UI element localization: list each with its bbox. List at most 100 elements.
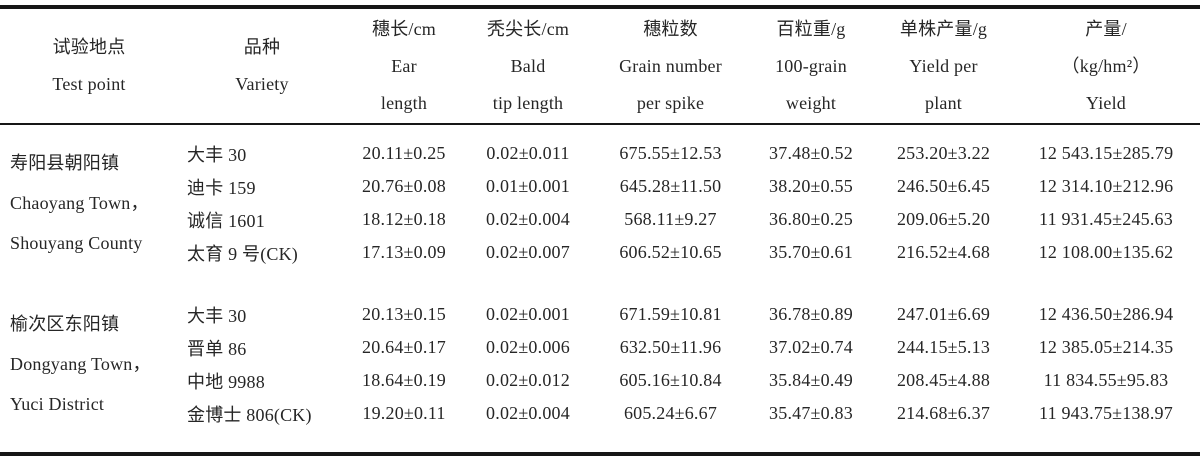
spacer-row (0, 124, 1200, 137)
cell-bald-tip-length: 0.02±0.006 (486, 337, 570, 357)
table-row: 中地 9988 18.64±0.19 0.02±0.012 605.16±10.… (0, 364, 1200, 397)
cell-grain-number: 605.24±6.67 (623, 403, 718, 423)
header-yield: 产量/ （kg/hm²） Yield (1012, 7, 1200, 125)
cell-grain-number: 606.52±10.65 (619, 242, 722, 262)
header-test-point-zh: 试验地点 (52, 37, 126, 57)
cell-ear-length: 19.20±0.11 (362, 403, 446, 423)
cell-yield: 11 834.55±95.83 (1043, 370, 1169, 390)
site-name-zh: 榆次区东阳镇 (10, 314, 120, 334)
header-bald-tip-length: 秃尖长/cm Bald tip length (462, 7, 594, 125)
site-name-en1: Chaoyang Town， (10, 193, 149, 213)
cell-hundred-grain-weight: 37.48±0.52 (769, 143, 853, 163)
cell-bald-tip-length: 0.02±0.004 (486, 209, 570, 229)
header-variety-en: Variety (235, 74, 289, 94)
cell-yield: 11 931.45±245.63 (1039, 209, 1173, 229)
table-row: 晋单 86 20.64±0.17 0.02±0.006 632.50±11.96… (0, 331, 1200, 364)
cell-ear-length: 20.64±0.17 (362, 337, 446, 357)
site-cell-shouyang: 寿阳县朝阳镇 Chaoyang Town， Shouyang County (0, 137, 178, 269)
cell-yield: 12 543.15±285.79 (1038, 143, 1174, 163)
cell-yield-per-plant: 244.15±5.13 (896, 337, 991, 357)
cell-ear-length: 20.76±0.08 (362, 176, 446, 196)
header-bald-tip-zh: 秃尖长/cm (486, 18, 570, 39)
cell-yield: 11 943.75±138.97 (1039, 403, 1173, 423)
header-grain-number-en2: per spike (636, 92, 705, 113)
cell-hundred-grain-weight: 36.78±0.89 (769, 304, 853, 324)
site-name-en2: Shouyang County (10, 233, 143, 253)
cell-grain-number: 675.55±12.53 (619, 143, 722, 163)
site-name-en2: Yuci District (10, 394, 105, 414)
cell-bald-tip-length: 0.02±0.007 (486, 242, 570, 262)
cell-hundred-grain-weight: 36.80±0.25 (769, 209, 853, 229)
cell-ear-length: 17.13±0.09 (362, 242, 446, 262)
header-bald-tip-en1: Bald (510, 55, 546, 76)
cell-hundred-grain-weight: 37.02±0.74 (769, 337, 853, 357)
cell-variety: 中地 9988 (187, 371, 265, 392)
cell-yield-per-plant: 253.20±3.22 (896, 143, 991, 163)
cell-grain-number: 568.11±9.27 (624, 209, 717, 229)
cell-grain-number: 671.59±10.81 (619, 304, 722, 324)
cell-hundred-grain-weight: 35.84±0.49 (769, 370, 853, 390)
cell-bald-tip-length: 0.01±0.001 (486, 176, 570, 196)
cell-yield-per-plant: 214.68±6.37 (896, 403, 991, 423)
cell-ear-length: 20.11±0.25 (362, 143, 446, 163)
header-yield-zh: 产量/ (1085, 18, 1127, 39)
table-row: 诚信 1601 18.12±0.18 0.02±0.004 568.11±9.2… (0, 203, 1200, 236)
header-ear-length-en1: Ear (391, 55, 417, 76)
table-row: 金博士 806(CK) 19.20±0.11 0.02±0.004 605.24… (0, 397, 1200, 430)
header-row: 试验地点 Test point 品种 Variety 穗长/cm Ear len… (0, 7, 1200, 125)
site-name-zh: 寿阳县朝阳镇 (10, 153, 120, 173)
header-hundred-grain-weight: 百粒重/g 100-grain weight (747, 7, 875, 125)
cell-yield-per-plant: 246.50±6.45 (896, 176, 991, 196)
cell-variety: 大丰 30 (187, 305, 247, 326)
header-ypp-zh: 单株产量/g (899, 18, 988, 39)
header-yield-en: Yield (1086, 92, 1126, 113)
cell-yield: 12 436.50±286.94 (1038, 304, 1174, 324)
trial-results-table: 试验地点 Test point 品种 Variety 穗长/cm Ear len… (0, 5, 1200, 456)
cell-yield: 12 314.10±212.96 (1038, 176, 1174, 196)
header-grain-number-en1: Grain number (619, 55, 722, 76)
cell-yield-per-plant: 208.45±4.88 (896, 370, 991, 390)
table-row: 榆次区东阳镇 Dongyang Town， Yuci District 大丰 3… (0, 298, 1200, 414)
cell-variety: 晋单 86 (187, 338, 247, 359)
site-name-en1: Dongyang Town， (10, 354, 151, 374)
header-ypp-en2: plant (925, 92, 962, 113)
header-grain-number-zh: 穗粒数 (643, 18, 698, 39)
cell-bald-tip-length: 0.02±0.004 (486, 403, 570, 423)
header-yield-unit: （kg/hm²） (1061, 55, 1151, 76)
table-row: 太育 9 号(CK) 17.13±0.09 0.02±0.007 606.52±… (0, 236, 1200, 269)
cell-variety: 诚信 1601 (187, 210, 265, 231)
cell-yield: 12 108.00±135.62 (1038, 242, 1174, 262)
cell-variety: 金博士 806(CK) (187, 404, 312, 425)
cell-ear-length: 18.12±0.18 (362, 209, 446, 229)
group-spacer-row (0, 269, 1200, 298)
cell-variety: 太育 9 号(CK) (187, 243, 298, 264)
cell-hundred-grain-weight: 35.47±0.83 (769, 403, 853, 423)
header-variety: 品种 Variety (178, 7, 346, 125)
cell-ear-length: 20.13±0.15 (362, 304, 446, 324)
cell-hundred-grain-weight: 35.70±0.61 (769, 242, 853, 262)
cell-bald-tip-length: 0.02±0.012 (486, 370, 570, 390)
cell-grain-number: 632.50±11.96 (619, 337, 722, 357)
cell-grain-number: 645.28±11.50 (619, 176, 722, 196)
header-hgw-en1: 100-grain (775, 55, 847, 76)
site-cell-yuci: 榆次区东阳镇 Dongyang Town， Yuci District (0, 298, 178, 430)
cell-yield-per-plant: 247.01±6.69 (896, 304, 991, 324)
cell-yield-per-plant: 216.52±4.68 (896, 242, 991, 262)
spacer-row (0, 430, 1200, 454)
table-row: 迪卡 159 20.76±0.08 0.01±0.001 645.28±11.5… (0, 170, 1200, 203)
header-bald-tip-en2: tip length (492, 92, 564, 113)
header-hgw-zh: 百粒重/g (776, 18, 846, 39)
table-row: 寿阳县朝阳镇 Chaoyang Town， Shouyang County 大丰… (0, 137, 1200, 253)
header-grain-number: 穗粒数 Grain number per spike (594, 7, 747, 125)
header-test-point: 试验地点 Test point (0, 7, 178, 125)
header-ypp-en1: Yield per (909, 55, 978, 76)
cell-yield-per-plant: 209.06±5.20 (896, 209, 991, 229)
cell-variety: 迪卡 159 (187, 177, 256, 198)
cell-bald-tip-length: 0.02±0.001 (486, 304, 570, 324)
cell-bald-tip-length: 0.02±0.011 (486, 143, 570, 163)
cell-yield: 12 385.05±214.35 (1038, 337, 1174, 357)
cell-ear-length: 18.64±0.19 (362, 370, 446, 390)
header-ear-length-zh: 穗长/cm (372, 18, 436, 39)
header-hgw-en2: weight (785, 92, 837, 113)
